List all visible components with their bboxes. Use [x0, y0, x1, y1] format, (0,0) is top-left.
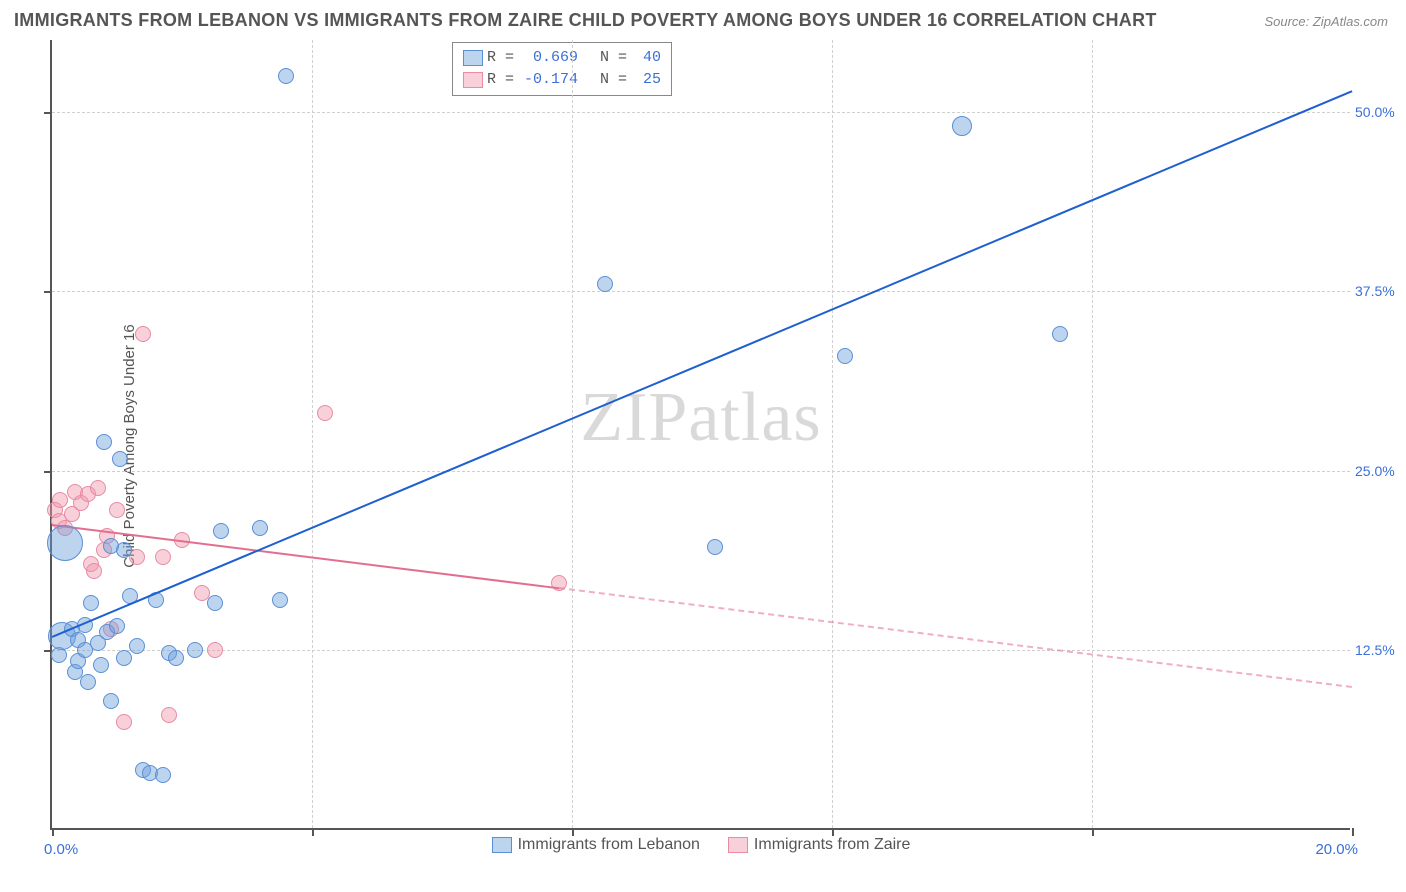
n-value: 25 [631, 69, 661, 91]
correlation-legend: R = 0.669 N = 40 R = -0.174 N = 25 [452, 42, 672, 96]
x-tick-mark [832, 828, 834, 836]
y-tick-label: 37.5% [1355, 283, 1406, 299]
r-label: R = [487, 69, 514, 91]
series-legend-item: Immigrants from Lebanon [492, 836, 700, 854]
source-link[interactable]: ZipAtlas.com [1313, 14, 1388, 29]
data-point [103, 693, 119, 709]
series-legend-item: Immigrants from Zaire [728, 836, 910, 854]
r-label: R = [487, 47, 514, 69]
data-point [707, 539, 723, 555]
series-label: Immigrants from Zaire [754, 836, 910, 854]
data-point [90, 480, 106, 496]
legend-swatch [463, 72, 483, 88]
data-point [317, 405, 333, 421]
r-value: -0.174 [518, 69, 578, 91]
data-point [109, 502, 125, 518]
x-tick-mark [52, 828, 54, 836]
correlation-legend-row: R = 0.669 N = 40 [463, 47, 661, 69]
data-point [278, 68, 294, 84]
x-tick-min: 0.0% [44, 841, 78, 858]
trend-line [559, 587, 1352, 688]
chart-title: IMMIGRANTS FROM LEBANON VS IMMIGRANTS FR… [14, 10, 1157, 31]
data-point [83, 595, 99, 611]
y-tick-label: 25.0% [1355, 463, 1406, 479]
chart-plot-area: ZIPatlas R = 0.669 N = 40 R = -0.174 N =… [50, 40, 1350, 830]
x-tick-mark [1352, 828, 1354, 836]
gridline-horizontal [52, 291, 1350, 292]
data-point [96, 434, 112, 450]
data-point [161, 707, 177, 723]
data-point [47, 525, 83, 561]
data-point [129, 638, 145, 654]
x-tick-max: 20.0% [1315, 841, 1358, 858]
data-point [207, 595, 223, 611]
data-point [155, 767, 171, 783]
gridline-vertical [572, 40, 573, 828]
n-label: N = [582, 47, 627, 69]
correlation-legend-row: R = -0.174 N = 25 [463, 69, 661, 91]
data-point [187, 642, 203, 658]
gridline-vertical [1092, 40, 1093, 828]
series-legend: Immigrants from Lebanon Immigrants from Z… [52, 836, 1350, 858]
y-tick-mark [44, 112, 52, 114]
data-point [80, 674, 96, 690]
data-point [168, 650, 184, 666]
source-prefix: Source: [1264, 14, 1312, 29]
data-point [135, 326, 151, 342]
watermark: ZIPatlas [580, 378, 821, 458]
data-point [52, 492, 68, 508]
gridline-vertical [312, 40, 313, 828]
series-label: Immigrants from Lebanon [518, 836, 700, 854]
data-point [207, 642, 223, 658]
legend-swatch [463, 50, 483, 66]
y-tick-label: 12.5% [1355, 642, 1406, 658]
data-point [116, 714, 132, 730]
source-attribution: Source: ZipAtlas.com [1264, 14, 1388, 29]
data-point [116, 542, 132, 558]
data-point [837, 348, 853, 364]
data-point [109, 618, 125, 634]
data-point [597, 276, 613, 292]
data-point [93, 657, 109, 673]
data-point [112, 451, 128, 467]
gridline-horizontal [52, 650, 1350, 651]
n-label: N = [582, 69, 627, 91]
n-value: 40 [631, 47, 661, 69]
gridline-vertical [832, 40, 833, 828]
x-tick-mark [312, 828, 314, 836]
data-point [213, 523, 229, 539]
r-value: 0.669 [518, 47, 578, 69]
data-point [116, 650, 132, 666]
x-tick-mark [572, 828, 574, 836]
y-tick-mark [44, 291, 52, 293]
legend-swatch [492, 837, 512, 853]
y-tick-mark [44, 471, 52, 473]
data-point [272, 592, 288, 608]
trend-line [52, 90, 1353, 638]
gridline-horizontal [52, 471, 1350, 472]
data-point [1052, 326, 1068, 342]
x-tick-mark [1092, 828, 1094, 836]
gridline-horizontal [52, 112, 1350, 113]
y-tick-label: 50.0% [1355, 104, 1406, 120]
legend-swatch [728, 837, 748, 853]
data-point [155, 549, 171, 565]
data-point [252, 520, 268, 536]
data-point [86, 563, 102, 579]
data-point [952, 116, 972, 136]
